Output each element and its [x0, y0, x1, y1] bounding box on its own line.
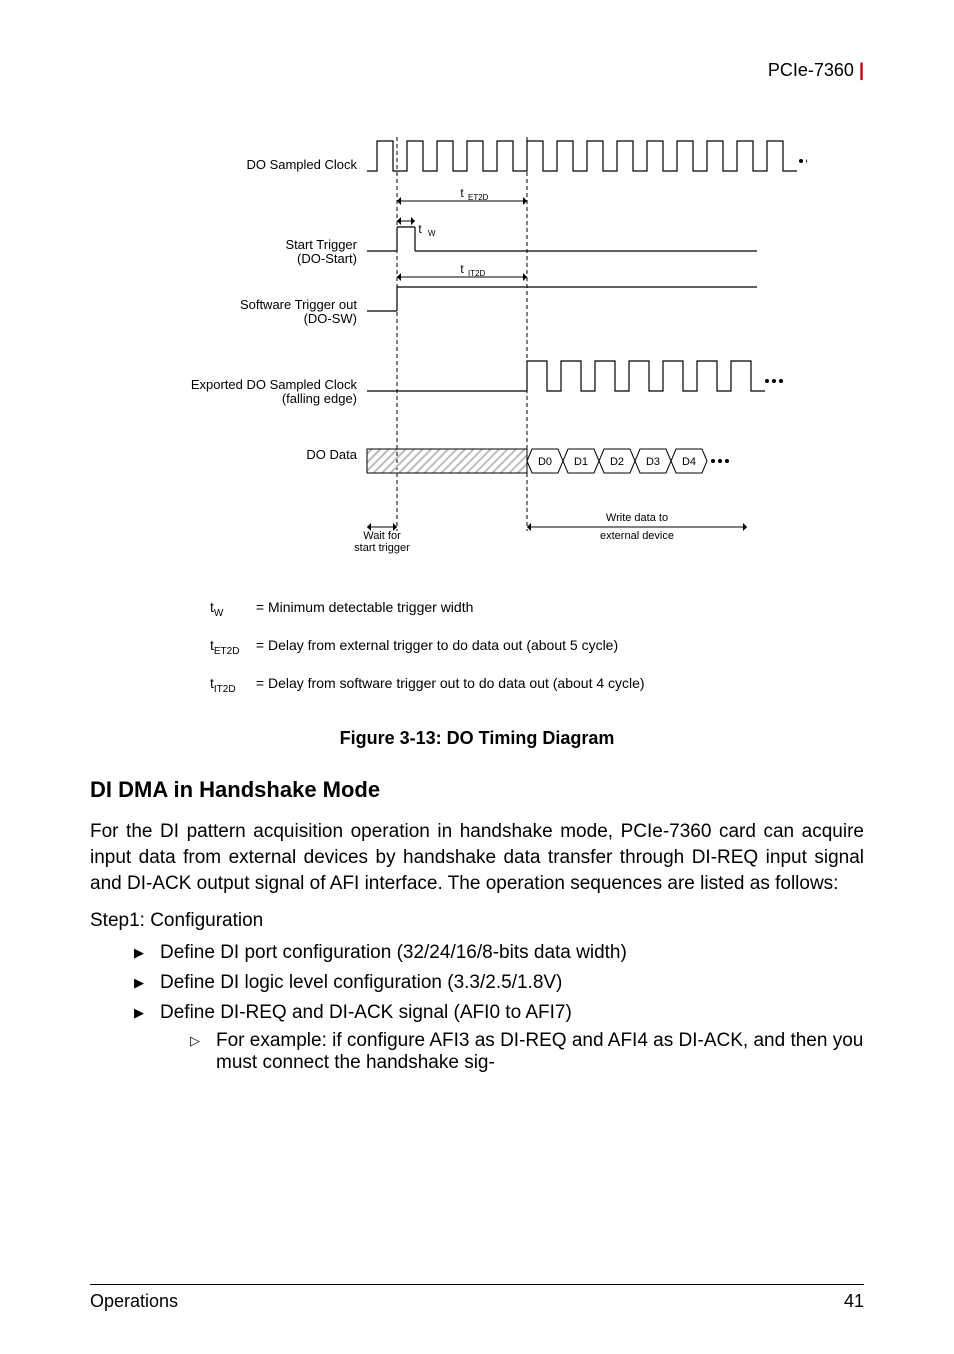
step-label: Step1: Configuration	[90, 910, 864, 932]
svg-text:DO Sampled Clock: DO Sampled Clock	[246, 157, 357, 172]
bullet-list: Define DI port configuration (32/24/16/8…	[90, 942, 864, 1074]
sub-list-item: For example: if configure AFI3 as DI-REQ…	[190, 1030, 864, 1074]
svg-text:Wait for: Wait for	[363, 530, 401, 542]
svg-text:IT2D: IT2D	[468, 269, 486, 278]
svg-text:Start Trigger: Start Trigger	[285, 237, 357, 252]
header-bar: |	[859, 60, 864, 80]
svg-text:DO Data: DO Data	[306, 447, 357, 462]
body-paragraph: For the DI pattern acquisition operation…	[90, 819, 864, 896]
list-item: Define DI port configuration (32/24/16/8…	[134, 942, 864, 964]
svg-text:D3: D3	[646, 456, 660, 468]
svg-text:Write data to: Write data to	[606, 512, 668, 524]
footer-page-number: 41	[844, 1291, 864, 1312]
legend-tet2d: tET2D = Delay from external trigger to d…	[210, 627, 864, 665]
svg-text:t: t	[460, 262, 464, 276]
svg-text:start trigger: start trigger	[354, 542, 410, 554]
timing-legend: tW = Minimum detectable trigger width tE…	[210, 589, 864, 702]
svg-text:Exported DO Sampled Clock: Exported DO Sampled Clock	[191, 377, 358, 392]
svg-text:external device: external device	[600, 530, 674, 542]
timing-diagram: DO Sampled Clock Start Trigger(DO-Start) S…	[90, 121, 864, 571]
svg-text:(DO-Start): (DO-Start)	[297, 251, 357, 266]
list-item: Define DI-REQ and DI-ACK signal (AFI0 to…	[134, 1002, 864, 1074]
page-header: PCIe-7360 |	[90, 60, 864, 81]
svg-text:ET2D: ET2D	[468, 193, 489, 202]
figure-caption: Figure 3-13: DO Timing Diagram	[90, 728, 864, 749]
legend-tit2d: tIT2D = Delay from software trigger out …	[210, 665, 864, 703]
svg-text:t: t	[418, 222, 422, 236]
list-item: Define DI logic level configuration (3.3…	[134, 972, 864, 994]
svg-text:D2: D2	[610, 456, 624, 468]
svg-text:D0: D0	[538, 456, 552, 468]
page-footer: Operations 41	[90, 1284, 864, 1312]
svg-text:W: W	[428, 229, 436, 238]
svg-text:D4: D4	[682, 456, 696, 468]
svg-text:(DO-SW): (DO-SW)	[304, 311, 357, 326]
svg-text:t: t	[460, 186, 464, 200]
section-heading: DI DMA in Handshake Mode	[90, 777, 864, 803]
svg-text:Software Trigger out: Software Trigger out	[240, 297, 357, 312]
timing-diagram-svg: DO Sampled Clock Start Trigger(DO-Start) S…	[147, 121, 807, 571]
product-name: PCIe-7360	[768, 60, 854, 80]
svg-text:(falling edge): (falling edge)	[282, 391, 357, 406]
svg-text:D1: D1	[574, 456, 588, 468]
legend-tw: tW = Minimum detectable trigger width	[210, 589, 864, 627]
footer-section: Operations	[90, 1291, 178, 1312]
